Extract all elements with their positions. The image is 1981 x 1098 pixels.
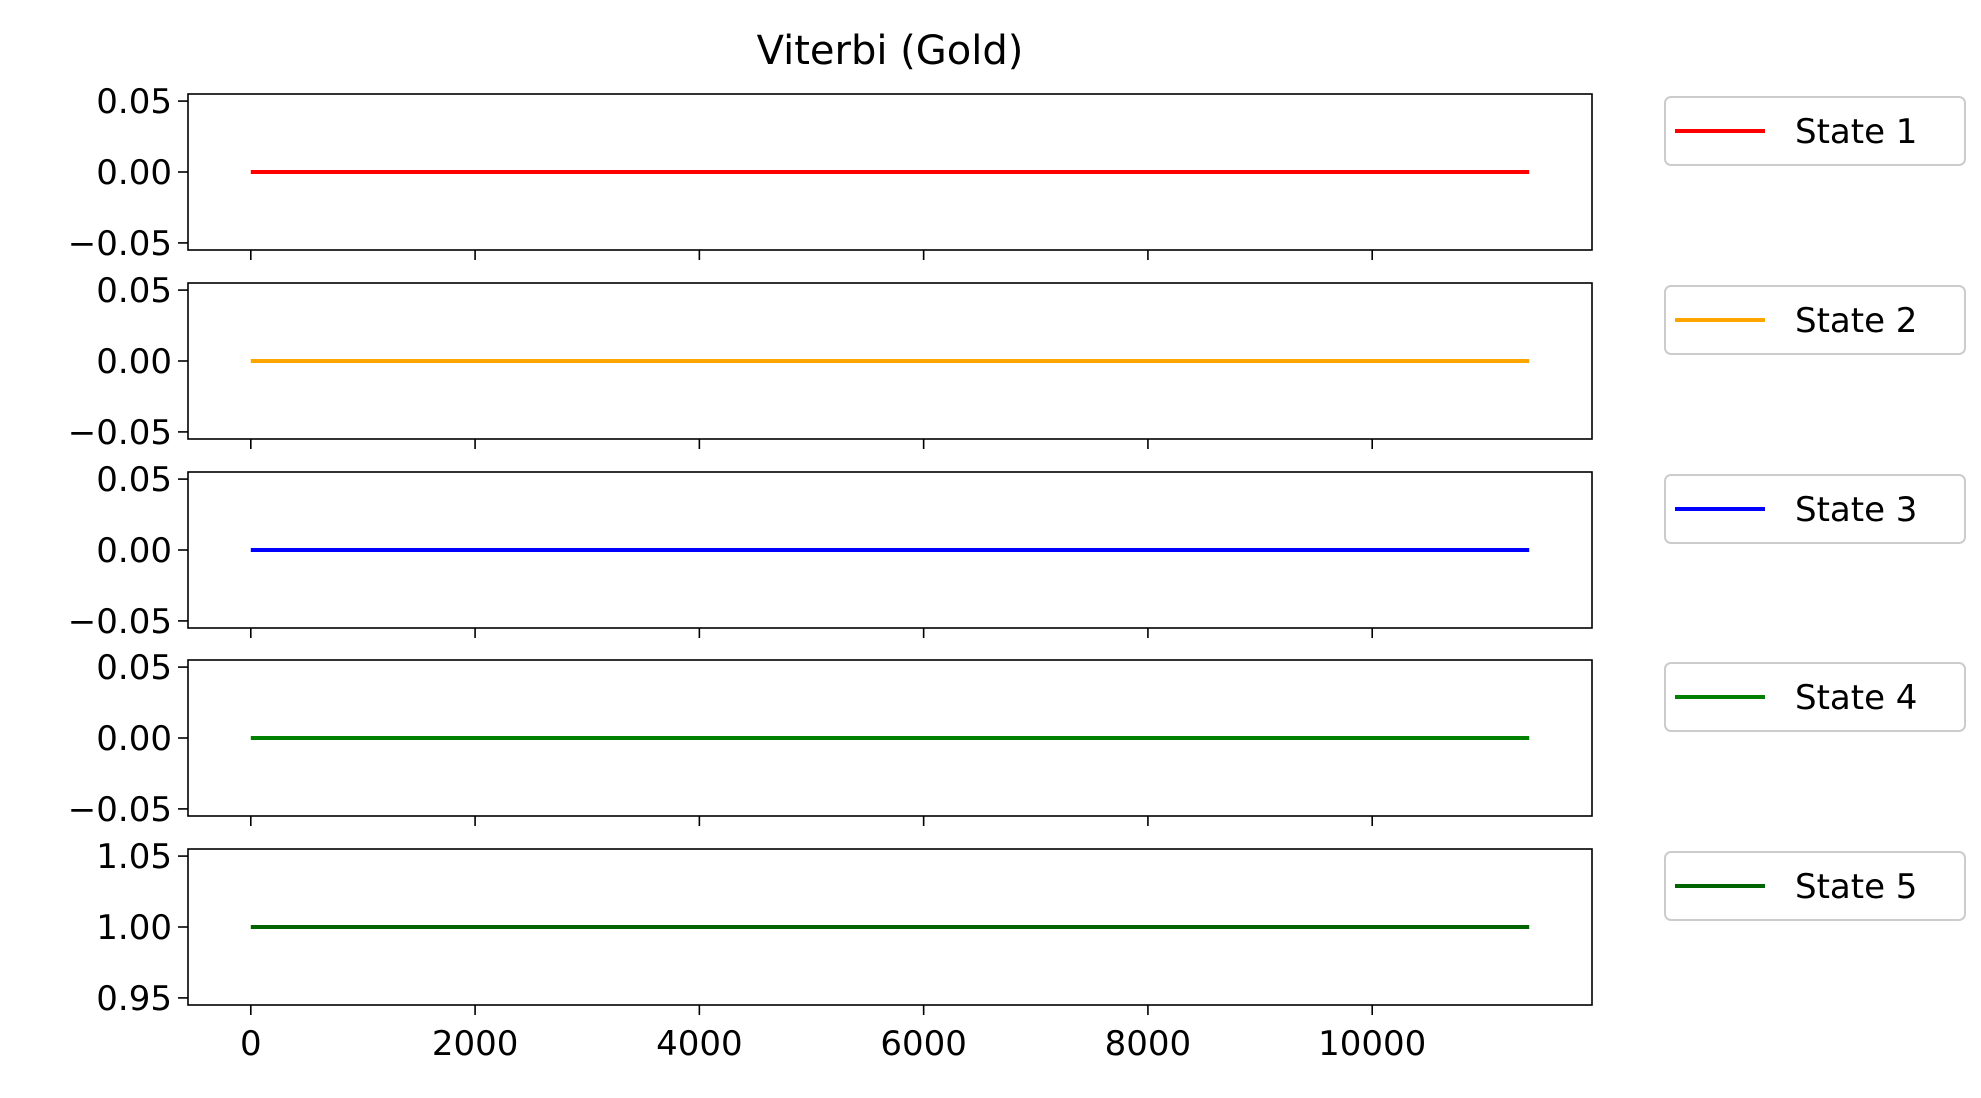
legend-state-2: State 2 bbox=[1664, 285, 1966, 355]
x-tick-label: 10000 bbox=[1318, 1024, 1426, 1064]
y-tick-label: 0.05 bbox=[96, 648, 172, 688]
subplot-3: 0.05 0.00 −0.05 State 3 bbox=[68, 460, 1966, 642]
y-tick-label: −0.05 bbox=[68, 790, 172, 830]
subplot-5: 1.05 1.00 0.95 0 2000 4000 6000 8000 10000 State … bbox=[96, 837, 1966, 1064]
legend-box bbox=[1664, 662, 1966, 732]
legend-state-5: State 5 bbox=[1664, 851, 1966, 921]
y-tick-label: −0.05 bbox=[68, 224, 172, 264]
legend-state-1: State 1 bbox=[1664, 96, 1966, 166]
y-tick-label: 0.00 bbox=[96, 342, 172, 382]
legend-label: State 5 bbox=[1795, 867, 1917, 907]
legend-label: State 3 bbox=[1795, 490, 1917, 530]
legend-state-4: State 4 bbox=[1664, 662, 1966, 732]
y-tick-label: 0.05 bbox=[96, 271, 172, 311]
legend-box bbox=[1664, 285, 1966, 355]
legend-state-3: State 3 bbox=[1664, 474, 1966, 544]
legend-label: State 1 bbox=[1795, 112, 1917, 152]
y-tick-label: 0.05 bbox=[96, 460, 172, 500]
legend-label: State 2 bbox=[1795, 301, 1917, 341]
y-tick-label: 0.00 bbox=[96, 153, 172, 193]
subplot-4: 0.05 0.00 −0.05 State 4 bbox=[68, 648, 1966, 830]
y-tick-label: −0.05 bbox=[68, 602, 172, 642]
x-tick-label: 6000 bbox=[880, 1024, 967, 1064]
x-tick-label: 0 bbox=[240, 1024, 262, 1064]
legend-box bbox=[1664, 851, 1966, 921]
legend-box bbox=[1664, 96, 1966, 166]
y-tick-label: 0.00 bbox=[96, 719, 172, 759]
x-tick-label: 4000 bbox=[656, 1024, 743, 1064]
subplot-2: 0.05 0.00 −0.05 State 2 bbox=[68, 271, 1966, 453]
y-tick-label: 1.00 bbox=[96, 908, 172, 948]
x-tick-label: 2000 bbox=[432, 1024, 519, 1064]
legend-box bbox=[1664, 474, 1966, 544]
subplot-1: 0.05 0.00 −0.05 State 1 bbox=[68, 82, 1966, 264]
y-tick-label: 0.00 bbox=[96, 531, 172, 571]
x-tick-label: 8000 bbox=[1105, 1024, 1192, 1064]
y-tick-label: −0.05 bbox=[68, 413, 172, 453]
y-tick-label: 0.05 bbox=[96, 82, 172, 122]
y-tick-label: 0.95 bbox=[96, 979, 172, 1019]
legend-label: State 4 bbox=[1795, 678, 1917, 718]
y-tick-label: 1.05 bbox=[96, 837, 172, 877]
chart-title: Viterbi (Gold) bbox=[757, 28, 1024, 74]
